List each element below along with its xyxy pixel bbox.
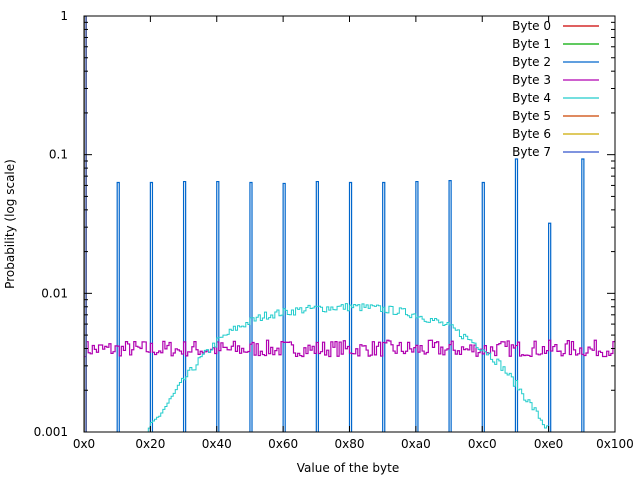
x-axis-label: Value of the byte [297,461,399,475]
legend-label: Byte 4 [512,91,551,105]
x-tick-label: 0x0 [73,437,95,451]
spike-mark [182,180,187,432]
legend-label: Byte 0 [512,19,551,33]
spike-mark [481,181,485,432]
x-tick-label: 0x40 [202,437,232,451]
y-tick-label: 0.001 [34,425,68,439]
series-byte-7 [84,16,87,432]
x-tick-label: 0xe0 [534,437,563,451]
series-layer [84,16,615,432]
x-tick-label: 0xa0 [401,437,431,451]
spike-mark [149,181,154,432]
legend-label: Byte 7 [512,145,551,159]
legend-label: Byte 6 [512,127,551,141]
spike-mark [415,180,419,432]
spike-mark [116,181,120,432]
spike-mark [84,16,87,432]
legend-label: Byte 2 [512,55,551,69]
x-tick-label: 0x20 [135,437,165,451]
x-tick-label: 0x100 [596,437,634,451]
series-byte-2 [84,16,585,432]
legend-label: Byte 1 [512,37,551,51]
spike-mark [581,158,585,432]
y-axis-label: Probability (log scale) [3,159,17,289]
series-byte-4 [147,303,549,432]
x-tick-label: 0xc0 [468,437,497,451]
series-byte-3 [84,339,615,358]
spike-mark [249,181,253,432]
spike-mark [514,158,519,432]
axis-layer: 0x0 0x20 0x40 0x60 0x80 0xa0 0xc0 0xe0 0x100 0.00… [34,9,634,451]
legend-label: Byte 5 [512,109,551,123]
spike-mark [282,182,286,432]
curve-line [147,303,549,432]
band-line [84,339,615,358]
y-tick-label: 0.01 [41,286,68,300]
y-tick-label: 0.1 [49,148,68,162]
x-tick-label: 0x60 [268,437,298,451]
y-tick-label: 1 [60,9,68,23]
legend-label: Byte 3 [512,73,551,87]
spike-mark [548,222,552,432]
spike-mark [448,180,452,432]
spike-mark [216,180,220,432]
legend: Byte 0 Byte 1 Byte 2 Byte 3 Byte 4 Byte 5 Byte… [512,19,599,159]
x-tick-label: 0x80 [334,437,364,451]
